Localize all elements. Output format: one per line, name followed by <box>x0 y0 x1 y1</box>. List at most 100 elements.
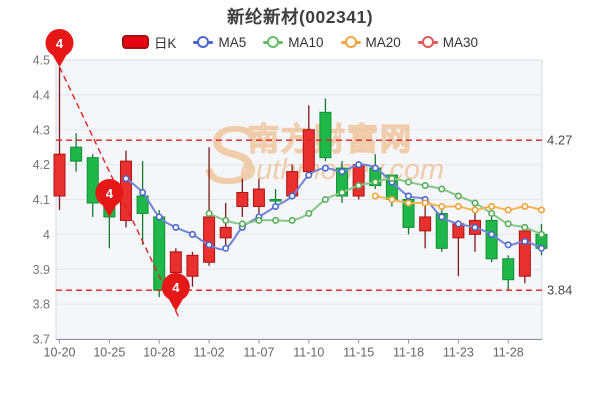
watermark-initial: S <box>203 110 258 201</box>
ma-point <box>255 216 263 224</box>
ma-point <box>438 185 446 193</box>
line-swatch-icon <box>417 36 438 48</box>
ma-point <box>355 182 363 190</box>
candlestick <box>186 251 199 287</box>
ma-point <box>454 202 462 210</box>
y-axis-label: 3.8 <box>33 298 50 312</box>
ma-point <box>139 189 147 197</box>
ma-point <box>405 178 413 186</box>
y-axis-label: 3.9 <box>33 263 50 277</box>
y-axis-label: 4.2 <box>33 158 50 172</box>
candlestick <box>219 202 232 249</box>
ma-point <box>421 199 429 207</box>
ma-point <box>537 244 545 252</box>
candlestick <box>86 154 99 217</box>
x-axis-label: 11-23 <box>443 346 474 360</box>
x-axis-label: 11-02 <box>194 346 225 360</box>
ma-point <box>122 175 130 183</box>
y-axis-label: 4.5 <box>33 54 50 68</box>
y-axis-label: 4.3 <box>33 123 50 137</box>
legend-item-label: MA5 <box>218 34 247 50</box>
legend: 日K MA5 MA10 MA20 MA30 <box>0 32 600 52</box>
x-axis-label: 11-28 <box>493 346 524 360</box>
ma-point <box>438 202 446 210</box>
x-axis-label: 10-20 <box>44 346 76 360</box>
ma-point <box>155 213 163 221</box>
x-axis-label: 10-28 <box>143 346 175 360</box>
candlestick <box>419 206 432 249</box>
ma-point <box>238 220 246 228</box>
legend-item-ma20[interactable]: MA20 <box>340 34 401 50</box>
x-axis-label: 11-18 <box>393 346 424 360</box>
x-axis-label: 10-25 <box>93 346 125 360</box>
mark-point-label: 4 <box>56 36 64 51</box>
legend-item-label: MA10 <box>288 34 324 50</box>
ma-point <box>521 223 529 231</box>
ma-point <box>288 216 296 224</box>
ma-point <box>288 192 296 200</box>
legend-item-ma5[interactable]: MA5 <box>193 35 246 50</box>
mark-point-label: 4 <box>172 280 180 295</box>
y-axis-label: 4.1 <box>33 193 50 207</box>
candle-swatch-icon <box>121 35 149 49</box>
ma-point <box>205 209 213 217</box>
candlestick <box>319 98 332 162</box>
legend-item-ma10[interactable]: MA10 <box>263 34 324 50</box>
axes: 4.5 4.4 4.3 4.2 4.1 4 3.9 3.8 3.710-20 10-25 10-28… <box>33 54 542 360</box>
x-axis-label: 11-15 <box>343 346 374 360</box>
y-axis-label: 4.4 <box>33 88 50 102</box>
ma-line-ma20 <box>371 192 545 214</box>
ma-point <box>371 192 379 200</box>
ma-point <box>355 161 363 169</box>
ma-point <box>371 178 379 186</box>
candlestick <box>53 66 66 210</box>
line-swatch-icon <box>263 36 284 48</box>
ma-point <box>172 223 180 231</box>
ma-point <box>454 192 462 200</box>
ma-point <box>388 196 396 204</box>
ma-point <box>272 216 280 224</box>
ma-point <box>305 209 313 217</box>
reference-lines: 4.27 3.84 <box>56 133 572 298</box>
ma-point <box>338 189 346 197</box>
chart-title: 新纶新材(002341) <box>226 7 374 27</box>
ma-line-ma5 <box>122 161 545 252</box>
ma-point <box>405 192 413 200</box>
ma-point <box>371 164 379 172</box>
ma-point <box>321 196 329 204</box>
ma-point <box>488 209 496 217</box>
ma-point <box>471 223 479 231</box>
ma-line-ma10 <box>205 175 545 238</box>
ma-point <box>521 237 529 245</box>
legend-item-ma30[interactable]: MA30 <box>417 34 479 50</box>
trend-line <box>58 66 180 319</box>
legend-item-label: MA30 <box>442 34 479 50</box>
ma-point <box>188 230 196 238</box>
ma-point <box>205 241 213 249</box>
ma-point <box>405 199 413 207</box>
ma-point <box>222 216 230 224</box>
ma-point <box>421 182 429 190</box>
line-swatch-icon <box>193 36 214 48</box>
legend-item-label: MA20 <box>365 34 401 50</box>
y-axis-label: 3.7 <box>33 333 50 347</box>
ma-point <box>504 220 512 228</box>
candlestick <box>518 227 531 284</box>
x-axis-label: 11-07 <box>243 346 274 360</box>
ma-point <box>521 202 529 210</box>
legend-item-日k[interactable]: 日K <box>121 32 176 52</box>
ma-point <box>222 244 230 252</box>
ma-point <box>537 206 545 214</box>
y-axis-label: 4 <box>43 228 50 242</box>
ma-point <box>488 202 496 210</box>
ma-point <box>454 220 462 228</box>
mark-point-label: 4 <box>106 186 114 201</box>
ma-point <box>471 206 479 214</box>
x-axis-label: 11-10 <box>293 346 324 360</box>
reference-label: 4.27 <box>547 133 572 148</box>
ma-point <box>438 213 446 221</box>
ma-point <box>471 199 479 207</box>
ma-point <box>305 171 313 179</box>
